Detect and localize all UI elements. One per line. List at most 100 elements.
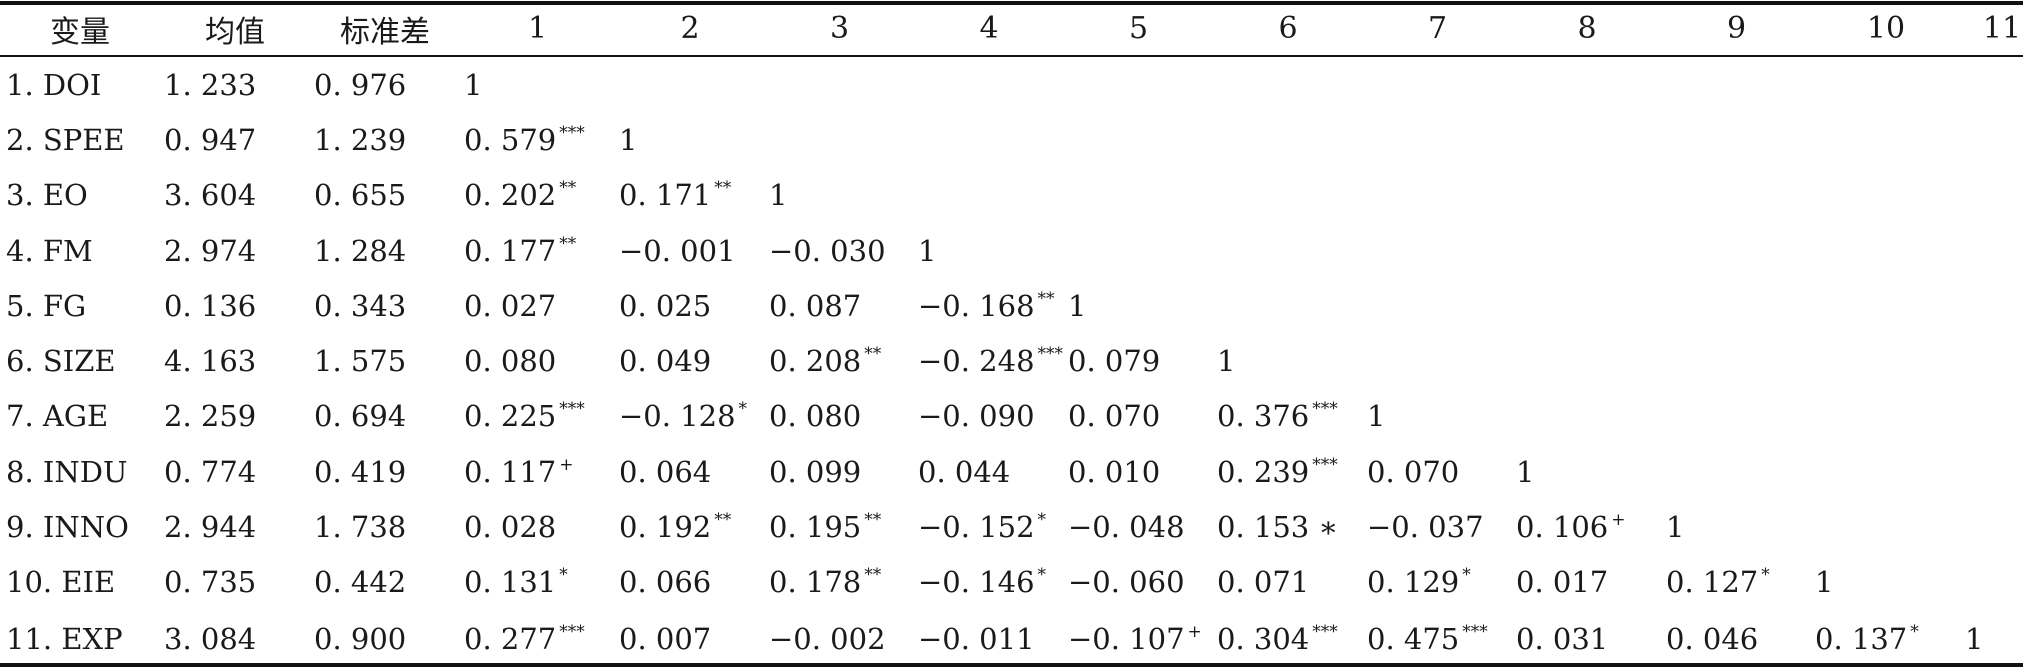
header-col-6: 6 <box>1278 11 1298 46</box>
correlation-cell: 0. 177 ** <box>460 223 615 278</box>
correlation-cell: 0. 044 <box>914 444 1064 499</box>
row-variable: 8. INDU <box>6 454 128 489</box>
correlation-cell <box>1662 168 1811 223</box>
coefficient-value: −0. 030 <box>769 233 886 268</box>
coefficient-value: 0. 027 <box>464 288 557 323</box>
correlation-cell <box>1512 333 1662 388</box>
coefficient-value: 0. 239 <box>1217 454 1310 489</box>
significance-marker: * <box>1462 565 1471 586</box>
correlation-cell: −0. 048 <box>1064 499 1213 554</box>
significance-marker: + <box>1611 510 1626 531</box>
correlation-cell: 0. 071 <box>1213 555 1363 610</box>
coefficient-value: 0. 131 <box>464 565 557 600</box>
correlation-cell: 1 <box>765 168 914 223</box>
correlation-cell: 0. 064 <box>615 444 765 499</box>
coefficient-value: 0. 044 <box>918 454 1011 489</box>
significance-marker: * <box>1761 565 1770 586</box>
correlation-cell: −0. 248 *** <box>914 333 1064 388</box>
coefficient-value: 0. 202 <box>464 178 557 213</box>
row-sd: 0. 694 <box>314 399 407 434</box>
correlation-cell <box>1512 112 1662 167</box>
correlation-cell: 0. 304 *** <box>1213 610 1363 668</box>
significance-marker: * <box>1910 621 1919 642</box>
correlation-cell: 0. 153 ∗ <box>1213 499 1363 554</box>
row-mean: 0. 774 <box>164 454 257 489</box>
coefficient-value: 0. 007 <box>619 621 712 656</box>
correlation-cell: 0. 049 <box>615 333 765 388</box>
significance-marker: *** <box>1037 344 1064 365</box>
coefficient-value: 0. 025 <box>619 288 712 323</box>
correlation-cell: 1 <box>914 223 1064 278</box>
correlation-cell <box>1811 444 1961 499</box>
correlation-cell <box>1662 223 1811 278</box>
row-sd: 1. 575 <box>314 344 407 379</box>
correlation-cell: 0. 066 <box>615 555 765 610</box>
correlation-cell: −0. 152 * <box>914 499 1064 554</box>
correlation-cell <box>1811 499 1961 554</box>
significance-marker: ** <box>864 565 882 586</box>
correlation-cell <box>1811 278 1961 333</box>
coefficient-value: 1 <box>1068 288 1087 323</box>
row-sd: 0. 976 <box>314 67 407 102</box>
coefficient-value: 0. 225 <box>464 399 557 434</box>
correlation-cell: 0. 007 <box>615 610 765 668</box>
coefficient-value: −0. 048 <box>1068 510 1185 545</box>
correlation-cell <box>1662 57 1811 112</box>
correlation-cell: 0. 070 <box>1363 444 1512 499</box>
coefficient-value: 0. 070 <box>1367 454 1460 489</box>
correlation-cell: 0. 171 ** <box>615 168 765 223</box>
significance-marker: *** <box>1312 399 1338 420</box>
correlation-cell <box>1213 278 1363 333</box>
correlation-cell <box>1363 168 1512 223</box>
significance-marker: *** <box>559 122 585 143</box>
correlation-cell <box>1213 57 1363 112</box>
significance-marker: ** <box>1037 288 1055 309</box>
correlation-cell: 1 <box>1512 444 1662 499</box>
correlation-cell <box>1512 223 1662 278</box>
coefficient-value: 0. 177 <box>464 233 557 268</box>
coefficient-value: 1 <box>464 67 483 102</box>
row-sd: 0. 343 <box>314 288 407 323</box>
row-mean: 3. 084 <box>164 621 257 656</box>
coefficient-value: −0. 002 <box>769 621 886 656</box>
correlation-cell: −0. 146 * <box>914 555 1064 610</box>
correlation-cell: 0. 277 *** <box>460 610 615 668</box>
bottom-rule <box>0 663 2023 667</box>
table-body: 1. DOI 1. 233 0. 976 1 2. SPEE 0. 947 1. 239 0.… <box>0 57 2023 668</box>
coefficient-value: 0. 010 <box>1068 454 1161 489</box>
coefficient-value: 0. 070 <box>1068 399 1161 434</box>
correlation-cell <box>1662 278 1811 333</box>
row-mean: 2. 944 <box>164 510 257 545</box>
header-col-1: 1 <box>527 11 548 46</box>
coefficient-value: 1 <box>1666 510 1685 545</box>
correlation-cell: 1 <box>1811 555 1961 610</box>
correlation-cell <box>1064 223 1213 278</box>
significance-marker: ** <box>714 178 732 199</box>
correlation-cell: 1 <box>1064 278 1213 333</box>
header-col-3: 3 <box>829 11 850 46</box>
correlation-cell <box>1363 278 1512 333</box>
coefficient-value: −0. 168 <box>918 288 1035 323</box>
correlation-cell <box>1363 57 1512 112</box>
row-mean: 2. 259 <box>164 399 257 434</box>
coefficient-value: 0. 099 <box>769 454 862 489</box>
correlation-cell <box>1961 112 2023 167</box>
coefficient-value: 0. 017 <box>1516 565 1609 600</box>
table-row: 10. EIE 0. 735 0. 442 0. 131 * 0. 066 0. 178 **… <box>0 555 2023 610</box>
coefficient-value: 0. 031 <box>1516 621 1609 656</box>
correlation-cell <box>1512 57 1662 112</box>
coefficient-value: 0. 080 <box>464 344 557 379</box>
row-mean: 0. 735 <box>164 565 257 600</box>
coefficient-value: 1 <box>1815 565 1834 600</box>
coefficient-value: 1 <box>1217 344 1236 379</box>
correlation-cell: 0. 046 <box>1662 610 1811 668</box>
correlation-cell: 0. 192 ** <box>615 499 765 554</box>
correlation-cell <box>1961 333 2023 388</box>
correlation-cell <box>914 168 1064 223</box>
coefficient-value: 0. 208 <box>769 344 862 379</box>
coefficient-value: 0. 106 <box>1516 510 1609 545</box>
correlation-cell <box>765 112 914 167</box>
coefficient-value: −0. 001 <box>619 233 736 268</box>
header-mean: 均值 <box>205 14 265 50</box>
table-row: 3. EO 3. 604 0. 655 0. 202 ** 0. 171 ** 1 <box>0 168 2023 223</box>
